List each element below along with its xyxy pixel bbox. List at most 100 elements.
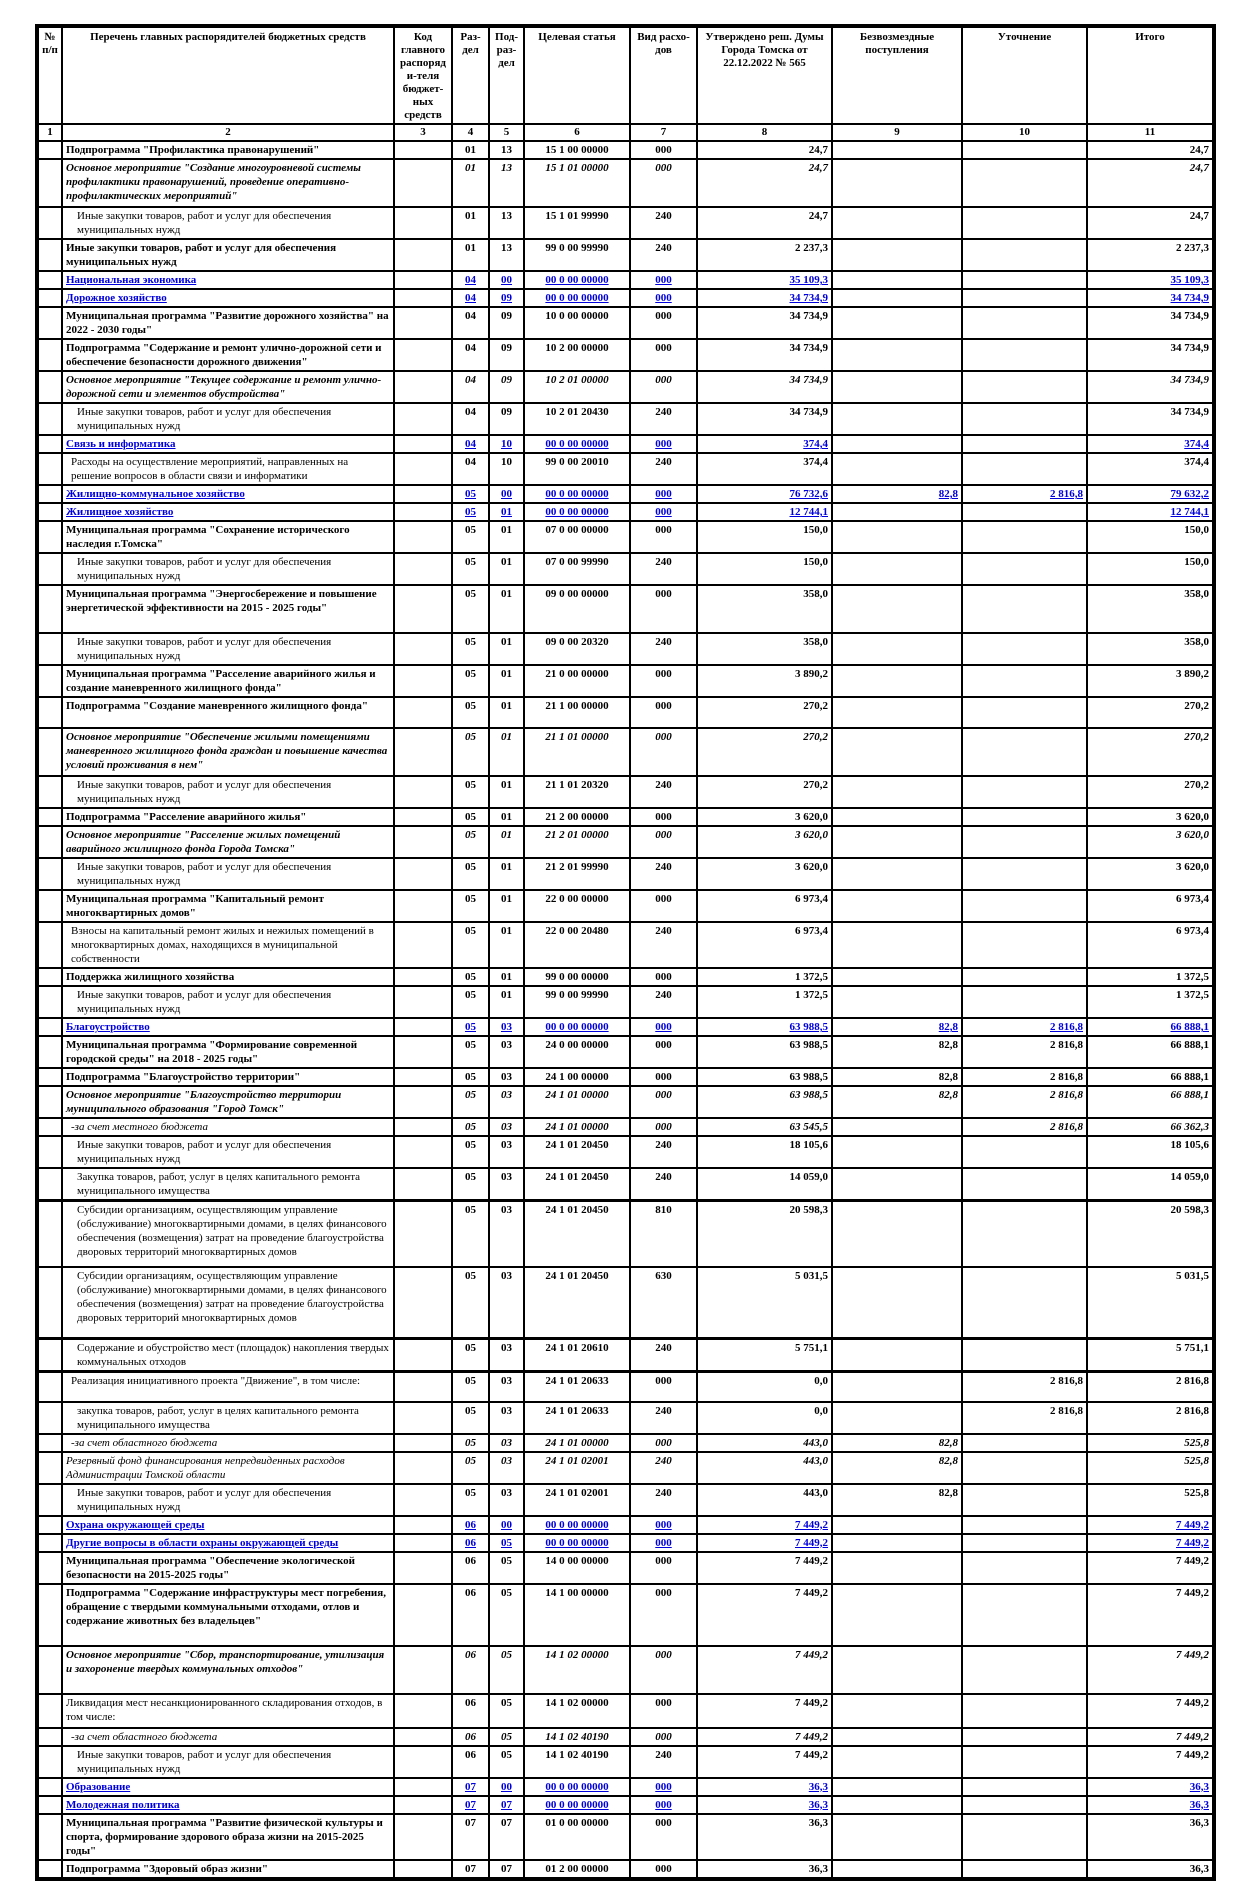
cell-approved: 24,7 <box>696 158 833 208</box>
cell-approved: 7 449,2 <box>696 1644 833 1695</box>
table-row: Расходы на осуществление мероприятий, на… <box>36 452 1215 486</box>
cell-expense-type: 000 <box>629 1794 698 1815</box>
cell-total: 7 449,2 <box>1086 1692 1215 1729</box>
table-row: Основное мероприятие "Обеспечение жилыми… <box>36 727 1215 777</box>
cell-podrazdel: 01 <box>488 775 525 809</box>
cell-name: Подпрограмма "Содержание инфраструктуры … <box>61 1582 395 1647</box>
cell-expense-type: 000 <box>629 502 698 522</box>
cell-approved: 270,2 <box>696 775 833 809</box>
cell-approved: 7 449,2 <box>696 1726 833 1747</box>
cell-npp <box>36 1776 63 1797</box>
table-row: Реализация инициативного проекта "Движен… <box>36 1370 1215 1403</box>
cell-target-article: 21 2 00 00000 <box>523 807 631 827</box>
cell-gratuitous <box>831 1400 963 1435</box>
cell-adjustment <box>961 857 1088 891</box>
cell-target-article: 07 0 00 00000 <box>523 520 631 554</box>
cell-approved: 63 988,5 <box>696 1085 833 1119</box>
cell-gratuitous <box>831 1370 963 1403</box>
cell-podrazdel: 01 <box>488 632 525 666</box>
cell-expense-type: 000 <box>629 1812 698 1861</box>
cell-adjustment <box>961 727 1088 777</box>
cell-adjustment <box>961 1812 1088 1861</box>
cell-gratuitous: 82,8 <box>831 1017 963 1037</box>
cell-approved: 36,3 <box>696 1776 833 1797</box>
cell-adjustment <box>961 1794 1088 1815</box>
cell-gratuitous <box>831 502 963 522</box>
cell-grbs-code <box>393 1776 453 1797</box>
cell-total: 150,0 <box>1086 552 1215 586</box>
cell-expense-type: 000 <box>629 584 698 634</box>
cell-total: 1 372,5 <box>1086 985 1215 1019</box>
cell-approved: 34 734,9 <box>696 306 833 340</box>
cell-total: 358,0 <box>1086 584 1215 634</box>
cell-razdel: 01 <box>451 140 490 160</box>
header-npp: № п/п <box>36 25 63 125</box>
cell-approved: 63 988,5 <box>696 1067 833 1087</box>
table-row: Иные закупки товаров, работ и услуг для … <box>36 1135 1215 1169</box>
header-adjustment: Уточнение <box>961 25 1088 125</box>
header-gratuitous: Безвозмездные поступления <box>831 25 963 125</box>
cell-total: 24,7 <box>1086 158 1215 208</box>
cell-target-article: 10 0 00 00000 <box>523 306 631 340</box>
cell-adjustment <box>961 338 1088 372</box>
cell-expense-type: 000 <box>629 484 698 504</box>
cell-approved: 3 890,2 <box>696 664 833 698</box>
cell-total: 7 449,2 <box>1086 1550 1215 1585</box>
column-number-4: 4 <box>451 123 490 142</box>
cell-total: 18 105,6 <box>1086 1135 1215 1169</box>
cell-npp <box>36 1067 63 1087</box>
cell-name: Образование <box>61 1776 395 1797</box>
cell-npp <box>36 270 63 290</box>
cell-name: Подпрограмма "Содержание и ремонт улично… <box>61 338 395 372</box>
cell-gratuitous: 82,8 <box>831 1035 963 1069</box>
cell-total: 270,2 <box>1086 727 1215 777</box>
table-row: Иные закупки товаров, работ и услуг для … <box>36 552 1215 586</box>
cell-npp <box>36 434 63 454</box>
cell-name: -за счет местного бюджета <box>61 1117 395 1137</box>
cell-podrazdel: 13 <box>488 140 525 160</box>
cell-razdel: 01 <box>451 238 490 272</box>
cell-name: Муниципальная программа "Развитие дорожн… <box>61 306 395 340</box>
cell-adjustment <box>961 1726 1088 1747</box>
cell-expense-type: 000 <box>629 967 698 987</box>
cell-gratuitous <box>831 889 963 923</box>
cell-approved: 5 031,5 <box>696 1265 833 1340</box>
cell-expense-type: 240 <box>629 1167 698 1202</box>
cell-adjustment: 2 816,8 <box>961 1017 1088 1037</box>
cell-total: 24,7 <box>1086 140 1215 160</box>
cell-grbs-code <box>393 1550 453 1585</box>
cell-npp <box>36 1744 63 1779</box>
cell-total: 66 888,1 <box>1086 1085 1215 1119</box>
cell-total: 525,8 <box>1086 1450 1215 1485</box>
cell-total: 525,8 <box>1086 1482 1215 1517</box>
cell-total: 6 973,4 <box>1086 889 1215 923</box>
table-row: Подпрограмма "Содержание и ремонт улично… <box>36 338 1215 372</box>
cell-podrazdel: 13 <box>488 206 525 240</box>
cell-grbs-code <box>393 484 453 504</box>
cell-expense-type: 000 <box>629 1726 698 1747</box>
cell-adjustment <box>961 238 1088 272</box>
cell-adjustment <box>961 306 1088 340</box>
cell-name: Муниципальная программа "Формирование со… <box>61 1035 395 1069</box>
cell-name: Иные закупки товаров, работ и услуг для … <box>61 1744 395 1779</box>
cell-total: 2 816,8 <box>1086 1400 1215 1435</box>
cell-adjustment <box>961 1337 1088 1373</box>
cell-grbs-code <box>393 1337 453 1373</box>
cell-total: 34 734,9 <box>1086 306 1215 340</box>
cell-approved: 18 105,6 <box>696 1135 833 1169</box>
cell-npp <box>36 1117 63 1137</box>
header-list: Перечень главных распорядителей бюджетны… <box>61 25 395 125</box>
cell-name: Подпрограмма "Здоровый образ жизни" <box>61 1858 395 1880</box>
cell-total: 7 449,2 <box>1086 1726 1215 1747</box>
cell-target-article: 00 0 00 00000 <box>523 434 631 454</box>
cell-target-article: 24 1 01 20610 <box>523 1337 631 1373</box>
cell-adjustment <box>961 1692 1088 1729</box>
header-total: Итого <box>1086 25 1215 125</box>
cell-target-article: 00 0 00 00000 <box>523 1532 631 1553</box>
cell-target-article: 14 1 02 00000 <box>523 1644 631 1695</box>
cell-expense-type: 000 <box>629 1514 698 1535</box>
cell-total: 6 973,4 <box>1086 921 1215 969</box>
cell-expense-type: 000 <box>629 1582 698 1647</box>
cell-podrazdel: 03 <box>488 1035 525 1069</box>
cell-adjustment <box>961 502 1088 522</box>
